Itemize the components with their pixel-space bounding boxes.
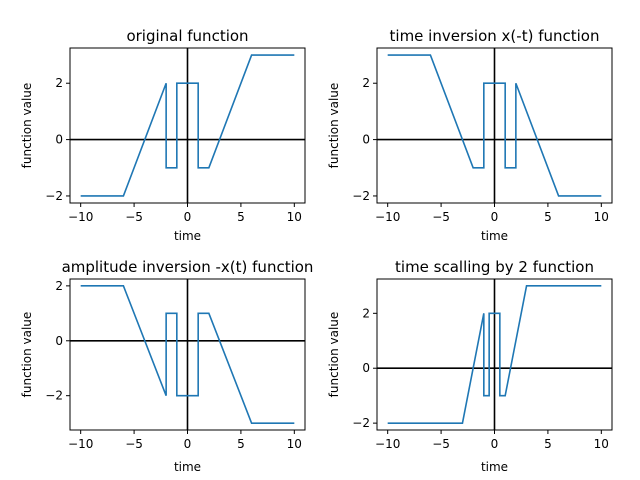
x-tick-label: −10 xyxy=(375,210,400,224)
subplot-original-function: original function time function value −1… xyxy=(20,27,306,243)
y-tick-label: −2 xyxy=(352,189,370,203)
x-tick-label: 10 xyxy=(287,437,302,451)
y-axis-label: function value xyxy=(327,312,341,398)
y-tick-label: −2 xyxy=(352,416,370,430)
y-tick-label: 2 xyxy=(55,76,63,90)
x-tick-label: −5 xyxy=(125,210,143,224)
subplot-time-inversion: time inversion x(-t) function time funct… xyxy=(327,27,613,243)
x-tick-label: −5 xyxy=(432,437,450,451)
subplot-title: original function xyxy=(126,27,248,45)
subplot-time-scaling: time scalling by 2 function time functio… xyxy=(327,258,613,474)
x-tick-label: 10 xyxy=(594,437,609,451)
x-tick-label: 0 xyxy=(184,437,192,451)
x-tick-label: 10 xyxy=(287,210,302,224)
x-tick-label: −10 xyxy=(68,437,93,451)
y-tick-label: −2 xyxy=(45,389,63,403)
subplot-title: time scalling by 2 function xyxy=(395,258,594,276)
y-axis-label: function value xyxy=(20,312,34,398)
y-tick-label: 0 xyxy=(362,133,370,147)
series-line-0 xyxy=(80,54,295,197)
x-tick-label: −10 xyxy=(68,210,93,224)
y-tick-label: 2 xyxy=(362,76,370,90)
x-tick-label: 5 xyxy=(544,210,552,224)
y-tick-label: 2 xyxy=(362,306,370,320)
x-axis-label: time xyxy=(174,460,201,474)
y-tick-label: 0 xyxy=(362,361,370,375)
x-tick-label: 0 xyxy=(491,437,499,451)
series-line-0 xyxy=(387,54,602,197)
subplot-title: amplitude inversion -x(t) function xyxy=(62,258,314,276)
x-tick-label: 10 xyxy=(594,210,609,224)
x-tick-label: 0 xyxy=(491,210,499,224)
y-axis-label: function value xyxy=(327,83,341,169)
x-tick-label: 5 xyxy=(237,437,245,451)
subplot-amplitude-inversion: amplitude inversion -x(t) function time … xyxy=(20,258,313,474)
x-tick-label: −10 xyxy=(375,437,400,451)
x-tick-label: 0 xyxy=(184,210,192,224)
y-axis-label: function value xyxy=(20,83,34,169)
y-tick-label: −2 xyxy=(45,189,63,203)
x-axis-label: time xyxy=(174,229,201,243)
y-tick-label: 2 xyxy=(55,279,63,293)
x-axis-label: time xyxy=(481,229,508,243)
x-axis-label: time xyxy=(481,460,508,474)
series-line-0 xyxy=(80,285,295,424)
series-line-0 xyxy=(387,285,602,424)
x-tick-label: −5 xyxy=(125,437,143,451)
y-tick-label: 0 xyxy=(55,334,63,348)
x-tick-label: −5 xyxy=(432,210,450,224)
x-tick-label: 5 xyxy=(237,210,245,224)
subplot-title: time inversion x(-t) function xyxy=(390,27,600,45)
y-tick-label: 0 xyxy=(55,133,63,147)
x-tick-label: 5 xyxy=(544,437,552,451)
